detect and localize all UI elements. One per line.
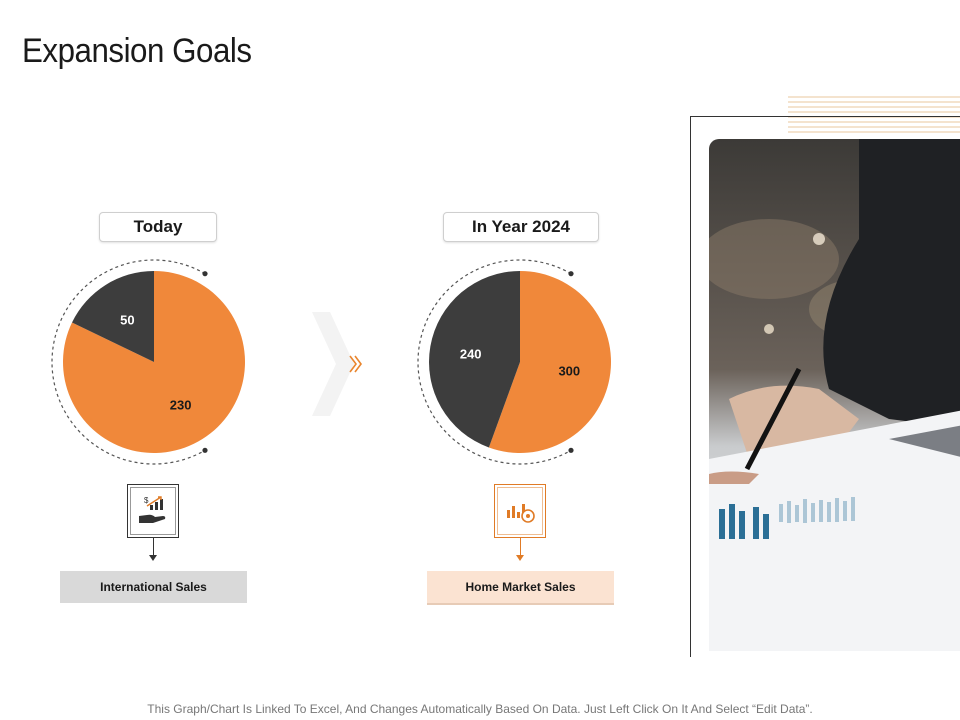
pie-ring-end-dot bbox=[202, 447, 208, 453]
pie-dashed-ring bbox=[51, 259, 206, 465]
pie-ring-end-dot bbox=[568, 447, 574, 453]
home-connector-line bbox=[520, 538, 521, 556]
international-sales-label: International Sales bbox=[60, 571, 247, 603]
money-growth-icon: $ bbox=[139, 496, 166, 523]
pill-year-2024: In Year 2024 bbox=[443, 212, 599, 242]
international-sales-icon-box: $ bbox=[127, 484, 179, 538]
photo-frame bbox=[690, 116, 960, 657]
pie-chart-2024[interactable]: 300 240 bbox=[410, 252, 630, 472]
pie-chart-today[interactable]: 230 50 bbox=[44, 252, 264, 472]
home-market-sales-label: Home Market Sales bbox=[427, 571, 614, 605]
pie-ring-end-dot bbox=[202, 271, 208, 277]
page-title: Expansion Goals bbox=[22, 32, 252, 70]
home-connector-arrow bbox=[516, 555, 524, 561]
pie-data-label: 240 bbox=[460, 346, 482, 361]
footer-note: This Graph/Chart Is Linked To Excel, And… bbox=[147, 702, 813, 716]
intl-connector-arrow bbox=[149, 555, 157, 561]
pie-slice[interactable] bbox=[488, 271, 611, 453]
international-sales-text: International Sales bbox=[100, 580, 207, 594]
business-photo bbox=[709, 139, 960, 651]
pie-slice[interactable] bbox=[63, 271, 246, 453]
pie-ring-end-dot bbox=[568, 271, 574, 277]
intl-connector-line bbox=[153, 538, 154, 556]
pie-dashed-ring bbox=[417, 259, 572, 465]
home-market-icon-box bbox=[494, 484, 546, 538]
svg-text:$: $ bbox=[144, 496, 149, 505]
chevron-divider-icon bbox=[312, 312, 362, 416]
pie-slice[interactable] bbox=[429, 271, 520, 448]
pie-title-today: Today bbox=[133, 217, 183, 236]
pie-data-label: 300 bbox=[558, 364, 580, 379]
bar-chart-coin-icon bbox=[507, 504, 535, 523]
pie-data-label: 230 bbox=[170, 397, 192, 412]
pill-today: Today bbox=[99, 212, 217, 242]
pie-data-label: 50 bbox=[120, 313, 134, 328]
pie-slice[interactable] bbox=[72, 271, 154, 362]
home-market-sales-text: Home Market Sales bbox=[465, 580, 576, 594]
decorative-stripes bbox=[788, 96, 960, 133]
pie-title-2024: In Year 2024 bbox=[472, 217, 570, 236]
